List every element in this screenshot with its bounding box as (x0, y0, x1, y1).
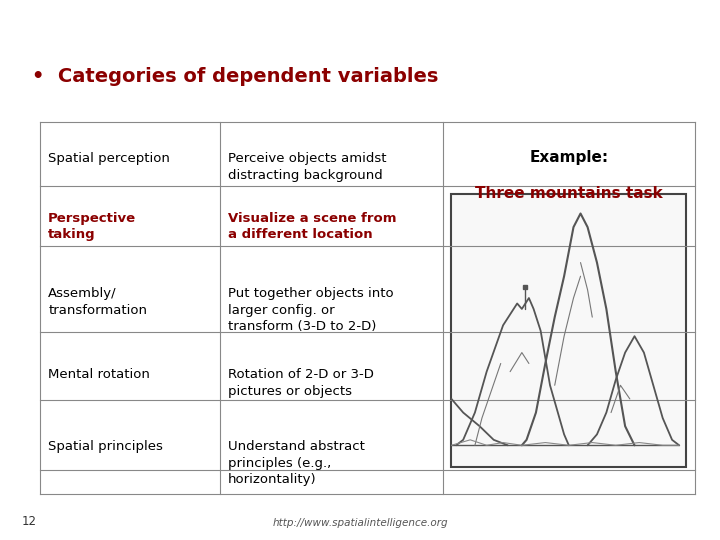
Text: Perceive objects amidst
distracting background: Perceive objects amidst distracting back… (228, 152, 387, 182)
Text: Understand abstract
principles (e.g.,
horizontality): Understand abstract principles (e.g., ho… (228, 440, 365, 486)
Text: Three mountains task: Three mountains task (475, 186, 662, 201)
Text: Visualize a scene from
a different location: Visualize a scene from a different locat… (228, 212, 397, 241)
Text: •  Categories of dependent variables: • Categories of dependent variables (32, 68, 438, 86)
Text: Spatial perception: Spatial perception (48, 152, 170, 165)
Text: Assembly/
transformation: Assembly/ transformation (48, 287, 148, 317)
Text: Mental rotation: Mental rotation (48, 368, 150, 381)
Text: Spatial principles: Spatial principles (48, 440, 163, 453)
Text: Perspective
taking: Perspective taking (48, 212, 136, 241)
Text: Example:: Example: (529, 150, 608, 165)
Bar (451, 194, 686, 467)
Text: Put together objects into
larger config. or
transform (3-D to 2-D): Put together objects into larger config.… (228, 287, 394, 333)
Text: 12: 12 (22, 515, 37, 528)
Text: Rotation of 2-D or 3-D
pictures or objects: Rotation of 2-D or 3-D pictures or objec… (228, 368, 374, 398)
Text: http://www.spatialintelligence.org: http://www.spatialintelligence.org (272, 518, 448, 528)
